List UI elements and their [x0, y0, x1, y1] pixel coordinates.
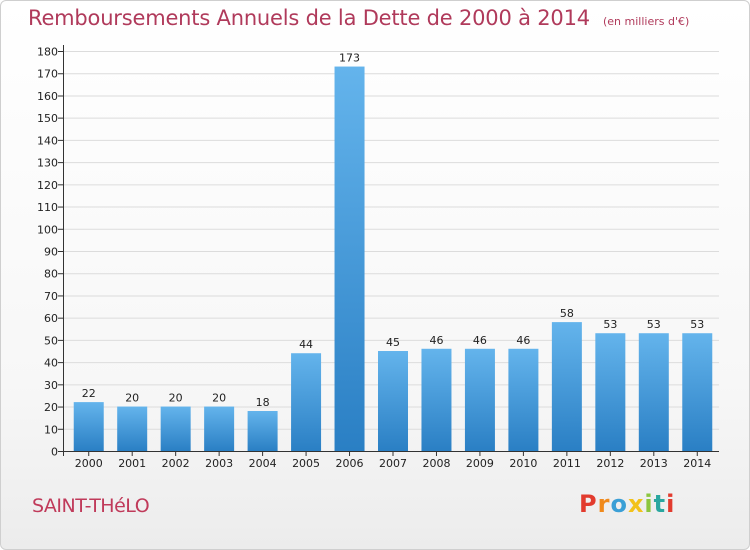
axes: 0 10 20 30 40 50 60 70 80 90 100 110 120 130 140 150 160…	[37, 45, 719, 470]
data-label: 46	[429, 334, 443, 347]
y-tick-label: 30	[44, 379, 58, 392]
data-label: 46	[516, 334, 530, 347]
bar-2001	[117, 406, 148, 451]
x-tick-label: 2005	[292, 457, 320, 470]
y-tick-label: 10	[44, 423, 58, 436]
bar-2007	[378, 351, 408, 451]
y-tick-label: 90	[44, 246, 58, 259]
data-label: 20	[169, 392, 183, 405]
y-tick-label: 70	[44, 290, 58, 303]
bar-2009	[464, 348, 495, 451]
x-tick-label: 2009	[466, 457, 494, 470]
x-tick-label: 2010	[509, 457, 537, 470]
bar-2008	[421, 348, 452, 451]
bar-2003	[204, 406, 235, 451]
bar-2002	[160, 406, 191, 451]
logo-letter: x	[627, 490, 645, 518]
data-label: 53	[647, 318, 661, 331]
y-tick-label: 20	[44, 401, 58, 414]
y-tick-label: 110	[37, 201, 58, 214]
data-label: 45	[386, 336, 400, 349]
x-tick-label: 2003	[205, 457, 233, 470]
x-tick-label: 2008	[422, 457, 450, 470]
y-tick-label: 120	[37, 179, 58, 192]
x-tick-label: 2007	[379, 457, 407, 470]
y-tick-label: 60	[44, 312, 58, 325]
bar-2005	[291, 353, 322, 451]
logo-letter: P	[579, 490, 598, 518]
data-label: 22	[82, 387, 96, 400]
data-label: 53	[690, 318, 704, 331]
y-tick-label: 170	[37, 68, 58, 81]
bar-2011	[551, 322, 582, 451]
data-label: 20	[125, 392, 139, 405]
bar-2013	[638, 333, 669, 451]
y-tick-label: 50	[44, 334, 58, 347]
data-label: 44	[299, 338, 313, 351]
x-tick-label: 2001	[118, 457, 146, 470]
bar-2004	[247, 411, 278, 451]
data-labels: 22 20 20 20 18 44 173 45 46 46 46 58 53 53 53	[82, 52, 705, 409]
bars	[73, 66, 713, 452]
x-tick-label: 2004	[249, 457, 277, 470]
bar-2012	[595, 333, 626, 451]
x-tick-label: 2006	[336, 457, 364, 470]
proxiti-logo[interactable]: Proxiti	[579, 490, 675, 518]
logo-letter: o	[610, 490, 628, 518]
data-label: 18	[256, 396, 270, 409]
chart-title: Remboursements Annuels de la Dette de 20…	[28, 6, 590, 30]
y-tick-label: 180	[37, 46, 58, 59]
bar-2006	[334, 66, 365, 452]
chart-subtitle: (en milliers d'€)	[603, 15, 690, 28]
logo-letter: r	[597, 490, 611, 518]
data-label: 173	[339, 52, 360, 65]
data-label: 53	[603, 318, 617, 331]
y-tick-label: 80	[44, 268, 58, 281]
logo-letter: i	[644, 490, 654, 518]
y-tick-label: 140	[37, 134, 58, 147]
x-tick-label: 2014	[683, 457, 711, 470]
x-tick-label: 2002	[162, 457, 190, 470]
y-tick-label: 130	[37, 157, 58, 170]
bar-2000	[73, 402, 104, 451]
y-tick-label: 40	[44, 357, 58, 370]
y-tick-label: 150	[37, 112, 58, 125]
data-label: 58	[560, 307, 574, 320]
bar-2014	[682, 333, 713, 451]
bar-2010	[508, 348, 539, 451]
x-tick-label: 2012	[596, 457, 624, 470]
y-tick-label: 100	[37, 223, 58, 236]
commune-name: SAINT-THéLO	[32, 495, 150, 517]
y-tick-label: 0	[51, 446, 58, 459]
title-row: Remboursements Annuels de la Dette de 20…	[28, 6, 689, 30]
x-tick-label: 2000	[75, 457, 103, 470]
logo-letter: i	[666, 490, 676, 518]
data-label: 46	[473, 334, 487, 347]
x-tick-label: 2013	[640, 457, 668, 470]
data-label: 20	[212, 392, 226, 405]
y-tick-label: 160	[37, 90, 58, 103]
x-tick-label: 2011	[553, 457, 581, 470]
logo-letter: t	[653, 490, 667, 518]
